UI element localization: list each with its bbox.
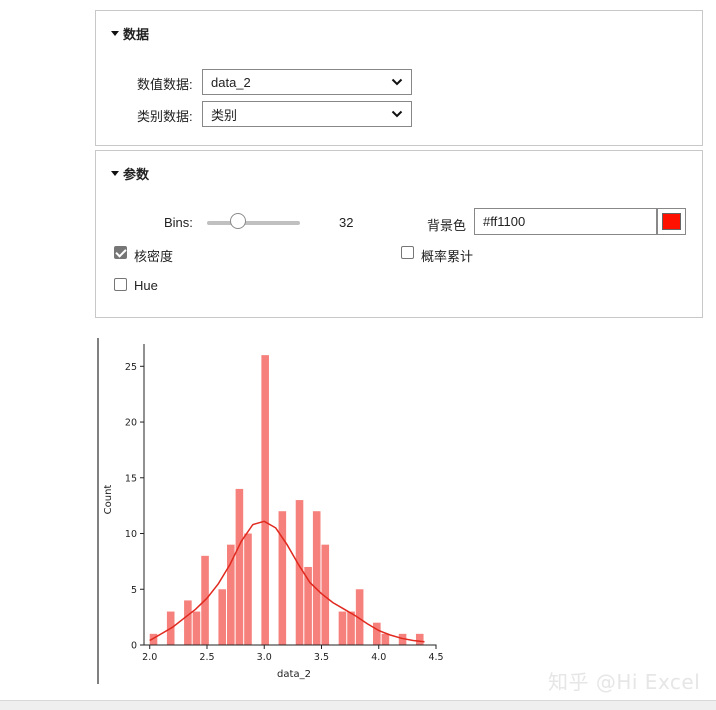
kde-line (149, 520, 425, 643)
bins-label: Bins: (164, 215, 193, 230)
params-panel: 参数 Bins: 32 背景色 #ff1100 核密度 概率累计 Hue (95, 150, 703, 318)
histogram-bar (295, 500, 304, 645)
y-tick-label: 20 (125, 418, 137, 429)
bins-value: 32 (339, 215, 354, 230)
background-color-picker[interactable] (657, 208, 686, 235)
x-tick-label: 3.5 (314, 652, 329, 663)
numeric-data-value: data_2 (211, 74, 251, 90)
histogram-bar (321, 544, 330, 645)
histogram-bar (381, 633, 390, 645)
histogram-bar (373, 622, 381, 645)
kde-checkbox[interactable] (114, 246, 127, 259)
chart-axes: 2.0 2.5 3.0 3.5 4.0 4.5 0 5 10 15 20 25 (125, 344, 444, 663)
cumulative-label: 概率累计 (421, 249, 474, 264)
x-tick-label: 4.5 (428, 652, 443, 663)
y-tick-label: 15 (125, 473, 137, 484)
bins-slider-track[interactable] (207, 221, 300, 225)
histogram-chart: 2.0 2.5 3.0 3.5 4.0 4.5 0 5 10 15 20 25 data_2 Coun… (97, 338, 444, 684)
histogram-bar (398, 633, 407, 645)
background-color-value: #ff1100 (483, 214, 526, 229)
histogram-bar (261, 355, 269, 645)
hue-checkbox[interactable] (114, 278, 127, 291)
histogram-bar (149, 633, 158, 645)
data-panel: 数据 数值数据: data_2 类别数据: 类别 (95, 10, 703, 146)
chevron-down-icon (391, 78, 403, 86)
numeric-data-select[interactable]: data_2 (202, 69, 412, 95)
bottom-scrollbar[interactable] (0, 700, 716, 710)
params-panel-title: 参数 (123, 167, 150, 182)
histogram-bar (355, 589, 364, 645)
category-data-value: 类别 (211, 107, 238, 123)
data-panel-header[interactable]: 数据 (111, 24, 149, 43)
histogram-bar (338, 611, 347, 645)
caret-down-icon (111, 171, 119, 176)
x-axis-label: data_2 (277, 669, 311, 680)
histogram-bar (304, 566, 312, 645)
histogram-bar (235, 488, 244, 645)
y-tick-label: 0 (131, 641, 137, 652)
params-panel-header[interactable]: 参数 (111, 164, 149, 183)
x-tick-label: 3.0 (257, 652, 272, 663)
histogram-bar (218, 589, 227, 645)
kde-label: 核密度 (134, 249, 174, 264)
category-data-label: 类别数据: (137, 109, 193, 124)
y-tick-label: 25 (125, 362, 137, 373)
background-color-input[interactable]: #ff1100 (474, 208, 657, 235)
background-color-label: 背景色 (427, 218, 467, 233)
cumulative-checkbox[interactable] (401, 246, 414, 259)
histogram-bar (184, 600, 192, 645)
y-tick-label: 10 (125, 529, 137, 540)
histogram-bar (415, 633, 424, 645)
histogram-bar (227, 544, 235, 645)
caret-down-icon (111, 31, 119, 36)
bins-slider-handle[interactable] (229, 213, 246, 229)
data-panel-title: 数据 (123, 27, 150, 42)
x-tick-label: 2.5 (199, 652, 214, 663)
x-tick-label: 2.0 (142, 652, 157, 663)
watermark-text: 知乎 @Hi Excel (548, 670, 701, 694)
histogram-bar (192, 611, 201, 645)
hue-label: Hue (134, 278, 158, 293)
histogram-bar (278, 511, 287, 645)
histogram-bar (347, 611, 355, 645)
histogram-bars (149, 355, 424, 645)
histogram-bar (312, 511, 321, 645)
chevron-down-icon (391, 110, 403, 118)
y-tick-label: 5 (131, 585, 137, 596)
histogram-bar (244, 533, 252, 645)
y-axis-label: Count (103, 485, 114, 515)
x-tick-label: 4.0 (371, 652, 386, 663)
numeric-data-label: 数值数据: (137, 77, 193, 92)
category-data-select[interactable]: 类别 (202, 101, 412, 127)
color-swatch (662, 213, 681, 230)
